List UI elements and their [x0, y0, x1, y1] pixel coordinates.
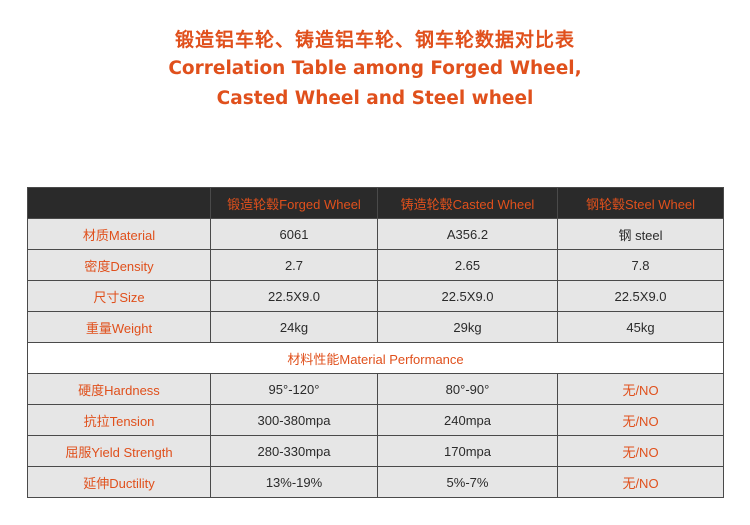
row-label: 抗拉Tension — [27, 404, 211, 436]
table-cell: 280-330mpa — [210, 435, 378, 467]
page-title-english-line-1: Correlation Table among Forged Wheel, — [168, 58, 582, 79]
table-row-material: 材质Material 6061 A356.2 钢 steel — [27, 218, 724, 250]
page-title-chinese: 锻造铝车轮、铸造铝车轮、钢车轮数据对比表 — [174, 29, 575, 51]
header-cell-forged: 锻造轮毂Forged Wheel — [210, 187, 378, 219]
table-cell: 无/NO — [557, 435, 724, 467]
table-cell: 240mpa — [377, 404, 558, 436]
table-row-weight: 重量Weight 24kg 29kg 45kg — [27, 311, 724, 343]
table-row-ductility: 延伸Ductility 13%-19% 5%-7% 无/NO — [27, 466, 724, 498]
table-cell: 29kg — [377, 311, 558, 343]
table-cell: 5%-7% — [377, 466, 558, 498]
table-cell: 7.8 — [557, 249, 724, 281]
table-cell: 2.65 — [377, 249, 558, 281]
table-cell: 95°-120° — [210, 373, 378, 405]
table-cell: 300-380mpa — [210, 404, 378, 436]
table-cell: A356.2 — [377, 218, 558, 250]
table-cell: 无/NO — [557, 466, 724, 498]
table-cell: 45kg — [557, 311, 724, 343]
table-row-density: 密度Density 2.7 2.65 7.8 — [27, 249, 724, 281]
row-label: 硬度Hardness — [27, 373, 211, 405]
table-row-yield-strength: 屈服Yield Strength 280-330mpa 170mpa 无/NO — [27, 435, 724, 467]
table-cell: 170mpa — [377, 435, 558, 467]
table-row-hardness: 硬度Hardness 95°-120° 80°-90° 无/NO — [27, 373, 724, 405]
row-label: 屈服Yield Strength — [27, 435, 211, 467]
table-cell: 22.5X9.0 — [210, 280, 378, 312]
title-block: 锻造铝车轮、铸造铝车轮、钢车轮数据对比表 Correlation Table a… — [0, 26, 750, 114]
row-label: 材质Material — [27, 218, 211, 250]
row-label: 延伸Ductility — [27, 466, 211, 498]
row-label: 密度Density — [27, 249, 211, 281]
table-cell: 80°-90° — [377, 373, 558, 405]
section-title: 材料性能Material Performance — [27, 342, 724, 374]
table-cell: 无/NO — [557, 373, 724, 405]
row-label: 尺寸Size — [27, 280, 211, 312]
table-header-row: 锻造轮毂Forged Wheel 铸造轮毂Casted Wheel 钢轮毂Ste… — [27, 187, 724, 219]
table-cell: 22.5X9.0 — [377, 280, 558, 312]
section-header-row: 材料性能Material Performance — [27, 342, 724, 374]
table-cell: 钢 steel — [557, 218, 724, 250]
table-row-size: 尺寸Size 22.5X9.0 22.5X9.0 22.5X9.0 — [27, 280, 724, 312]
table-cell: 2.7 — [210, 249, 378, 281]
header-cell-casted: 铸造轮毂Casted Wheel — [377, 187, 558, 219]
header-cell-empty — [27, 187, 211, 219]
table-row-tension: 抗拉Tension 300-380mpa 240mpa 无/NO — [27, 404, 724, 436]
page-title-english-line-2: Casted Wheel and Steel wheel — [216, 88, 534, 109]
row-label: 重量Weight — [27, 311, 211, 343]
header-cell-steel: 钢轮毂Steel Wheel — [557, 187, 724, 219]
table-cell: 22.5X9.0 — [557, 280, 724, 312]
table-cell: 6061 — [210, 218, 378, 250]
table-cell: 13%-19% — [210, 466, 378, 498]
comparison-table: 锻造轮毂Forged Wheel 铸造轮毂Casted Wheel 钢轮毂Ste… — [27, 187, 724, 498]
table-cell: 无/NO — [557, 404, 724, 436]
table-cell: 24kg — [210, 311, 378, 343]
